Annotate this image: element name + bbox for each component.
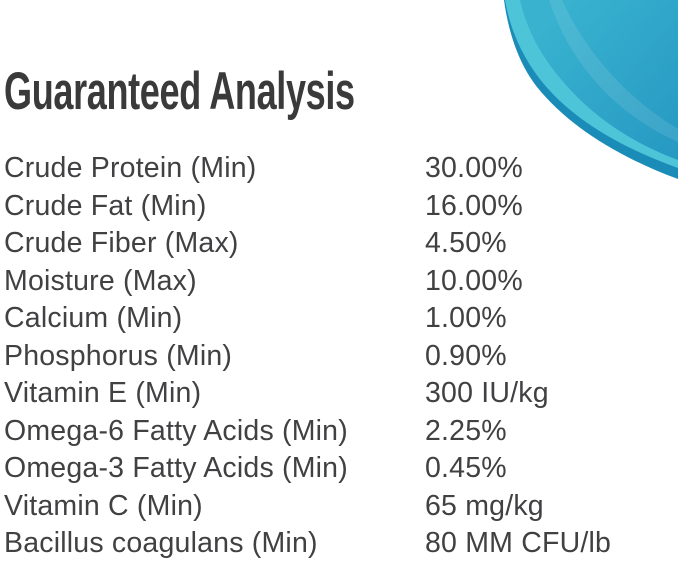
analysis-value: 30.00% xyxy=(425,152,523,185)
analysis-row: Calcium (Min) 1.00% xyxy=(4,300,678,338)
page-title: Guaranteed Analysis xyxy=(4,62,355,121)
analysis-row: Bacillus coagulans (Min) 80 MM CFU/lb xyxy=(4,525,678,563)
analysis-row: Crude Fat (Min) 16.00% xyxy=(4,188,678,226)
analysis-label: Moisture (Max) xyxy=(4,264,197,297)
analysis-value: 65 mg/kg xyxy=(425,489,544,522)
analysis-label: Bacillus coagulans (Min) xyxy=(4,527,318,560)
analysis-label: Omega-3 Fatty Acids (Min) xyxy=(4,452,348,485)
analysis-row: Vitamin E (Min) 300 IU/kg xyxy=(4,375,678,413)
analysis-row: Vitamin C (Min) 65 mg/kg xyxy=(4,488,678,526)
analysis-label: Phosphorus (Min) xyxy=(4,339,233,372)
analysis-row: Crude Protein (Min) 30.00% xyxy=(4,150,678,188)
analysis-label: Crude Protein (Min) xyxy=(4,152,257,185)
analysis-label: Calcium (Min) xyxy=(4,302,183,335)
analysis-value: 0.45% xyxy=(425,452,507,485)
analysis-value: 300 IU/kg xyxy=(425,377,549,410)
analysis-value: 4.50% xyxy=(425,227,507,260)
analysis-value: 10.00% xyxy=(425,264,523,297)
analysis-value: 16.00% xyxy=(425,189,523,222)
analysis-table: Crude Protein (Min) 30.00% Crude Fat (Mi… xyxy=(4,150,678,563)
analysis-label: Vitamin E (Min) xyxy=(4,377,202,410)
wave-body xyxy=(520,0,678,160)
analysis-row: Crude Fiber (Max) 4.50% xyxy=(4,225,678,263)
analysis-row: Moisture (Max) 10.00% xyxy=(4,263,678,301)
wave-sheen xyxy=(549,0,678,142)
analysis-value: 1.00% xyxy=(425,302,507,335)
analysis-row: Phosphorus (Min) 0.90% xyxy=(4,338,678,376)
analysis-value: 0.90% xyxy=(425,339,507,372)
analysis-value: 2.25% xyxy=(425,414,507,447)
analysis-label: Vitamin C (Min) xyxy=(4,489,203,522)
analysis-label: Crude Fat (Min) xyxy=(4,189,207,222)
analysis-label: Omega-6 Fatty Acids (Min) xyxy=(4,414,348,447)
analysis-label: Crude Fiber (Max) xyxy=(4,227,239,260)
wave-light-edge xyxy=(505,0,678,168)
analysis-row: Omega-6 Fatty Acids (Min) 2.25% xyxy=(4,413,678,451)
analysis-row: Omega-3 Fatty Acids (Min) 0.45% xyxy=(4,450,678,488)
analysis-value: 80 MM CFU/lb xyxy=(425,527,612,560)
